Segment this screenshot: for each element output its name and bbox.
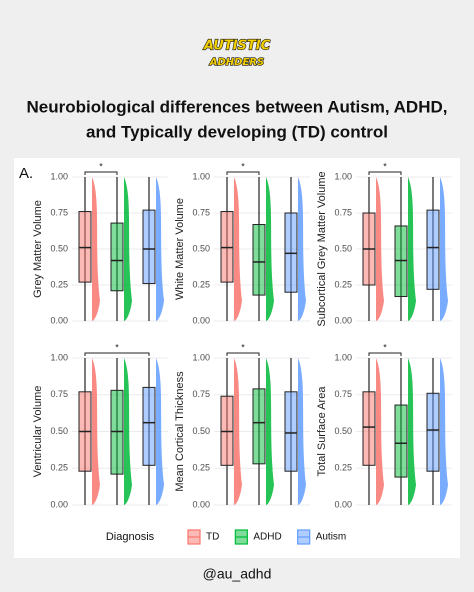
violin <box>408 177 416 321</box>
y-tick-label: 0.25 <box>192 463 210 473</box>
y-axis-label: White Matter Volume <box>174 198 186 300</box>
violin <box>92 177 100 321</box>
handle: @au_adhd <box>203 566 272 582</box>
significance-bracket <box>226 352 260 356</box>
y-tick-label: 0.50 <box>192 426 210 436</box>
violin <box>266 358 274 505</box>
box <box>252 388 266 465</box>
violin <box>234 177 242 321</box>
y-axis-label: Grey Matter Volume <box>32 200 44 298</box>
y-tick-label: 0.50 <box>334 426 352 436</box>
y-tick-label: 0.00 <box>50 315 68 325</box>
y-tick-label: 1.00 <box>334 352 352 362</box>
legend-label: ADHD <box>253 532 281 543</box>
box <box>394 404 408 478</box>
y-tick-label: 0.75 <box>334 207 352 217</box>
y-tick-label: 0.25 <box>50 279 68 289</box>
significance-label: * <box>241 161 245 171</box>
violin <box>156 358 164 505</box>
significance-bracket <box>368 352 402 356</box>
y-tick-label: 1.00 <box>334 171 352 181</box>
violin <box>298 358 306 505</box>
box <box>426 392 440 472</box>
significance-label: * <box>99 161 103 171</box>
box <box>142 386 156 466</box>
y-tick-label: 0.25 <box>334 279 352 289</box>
y-tick-label: 0.50 <box>50 426 68 436</box>
box <box>252 224 266 296</box>
violin <box>376 177 384 321</box>
y-tick-label: 1.00 <box>192 171 210 181</box>
violin <box>124 177 132 321</box>
box <box>142 209 156 285</box>
violin <box>234 358 242 505</box>
significance-label: * <box>115 342 119 352</box>
significance-bracket <box>84 171 118 175</box>
logo-line: AUTISTIC <box>203 39 271 54</box>
significance-bracket <box>84 352 150 356</box>
y-tick-label: 0.75 <box>50 207 68 217</box>
y-axis-label: Total Surface Area <box>316 386 328 477</box>
violin <box>156 177 164 321</box>
y-tick-label: 1.00 <box>50 171 68 181</box>
y-axis-label: Ventricular Volume <box>32 386 44 478</box>
legend-title: Diagnosis <box>106 531 155 543</box>
y-tick-label: 0.00 <box>50 499 68 509</box>
y-tick-label: 0.25 <box>50 463 68 473</box>
violin <box>266 177 274 321</box>
y-tick-label: 0.50 <box>334 243 352 253</box>
box <box>426 209 440 290</box>
charts: Grey Matter Volume 0.00 0.25 0.50 0.75 1.00 * W… <box>32 161 452 545</box>
y-axis-label: Subcortical Grey Matter Volume <box>316 171 328 326</box>
panel-label: A. <box>19 165 33 182</box>
y-tick-label: 0.75 <box>334 389 352 399</box>
box <box>284 391 298 472</box>
y-tick-label: 0.00 <box>192 315 210 325</box>
significance-label: * <box>241 342 245 352</box>
title: and Typically developing (TD) control <box>86 122 388 141</box>
logo-line: ADHDERS <box>209 57 264 68</box>
violin <box>124 358 132 505</box>
y-tick-label: 0.75 <box>192 389 210 399</box>
y-tick-label: 0.50 <box>50 243 68 253</box>
y-tick-label: 0.25 <box>192 279 210 289</box>
violin <box>440 358 448 505</box>
significance-label: * <box>383 342 387 352</box>
y-tick-label: 0.75 <box>50 389 68 399</box>
violin <box>408 358 416 505</box>
title: Neurobiological differences between Auti… <box>27 97 448 116</box>
y-tick-label: 0.25 <box>334 463 352 473</box>
legend-label: Autism <box>316 532 347 543</box>
box <box>362 391 376 466</box>
y-tick-label: 0.75 <box>192 207 210 217</box>
significance-bracket <box>368 171 402 175</box>
y-axis-label: Mean Cortical Thickness <box>174 371 186 492</box>
violin <box>298 177 306 321</box>
violin <box>440 177 448 321</box>
y-tick-label: 0.00 <box>334 499 352 509</box>
y-tick-label: 0.00 <box>334 315 352 325</box>
y-tick-label: 0.00 <box>192 499 210 509</box>
y-tick-label: 1.00 <box>50 352 68 362</box>
violin <box>92 358 100 505</box>
y-tick-label: 1.00 <box>192 352 210 362</box>
y-tick-label: 0.50 <box>192 243 210 253</box>
significance-label: * <box>383 161 387 171</box>
box <box>110 222 124 292</box>
violin <box>376 358 384 505</box>
significance-bracket <box>226 171 260 175</box>
legend-label: TD <box>206 532 219 543</box>
